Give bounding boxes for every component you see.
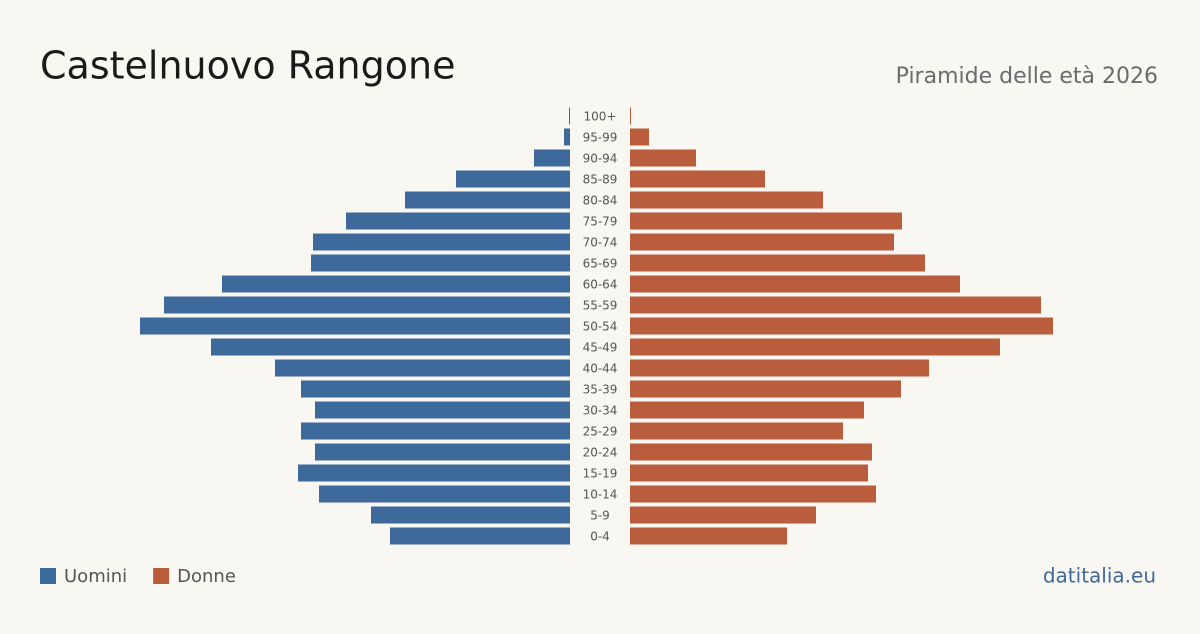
age-label: 65-69: [583, 257, 618, 271]
legend-swatch: [153, 568, 170, 584]
bar: [630, 275, 960, 293]
bar: [630, 485, 876, 503]
age-label: 20-24: [583, 446, 618, 460]
bar: [630, 191, 823, 209]
bar: [301, 422, 570, 440]
bar: [630, 212, 902, 230]
age-label: 55-59: [583, 299, 618, 313]
bar: [164, 296, 570, 314]
bar: [456, 170, 570, 188]
age-label: 15-19: [583, 467, 618, 481]
age-label: 45-49: [583, 341, 618, 355]
bar: [313, 233, 570, 251]
legend-label: Donne: [177, 566, 236, 587]
bar: [630, 170, 765, 188]
age-label: 80-84: [583, 194, 618, 208]
bar: [630, 380, 901, 398]
age-label: 25-29: [583, 425, 618, 439]
age-label: 10-14: [583, 488, 618, 502]
bar: [630, 401, 864, 419]
bar: [630, 359, 929, 377]
bar: [371, 506, 570, 524]
bar: [222, 275, 570, 293]
bar: [564, 128, 570, 146]
bar: [630, 464, 868, 482]
bar: [630, 296, 1041, 314]
age-label: 70-74: [583, 236, 618, 250]
bar: [630, 527, 787, 545]
bar: [630, 128, 649, 146]
bar: [630, 506, 816, 524]
age-label: 40-44: [583, 362, 618, 376]
age-label: 5-9: [590, 509, 610, 523]
bar: [346, 212, 570, 230]
bar: [630, 338, 1000, 356]
bar: [534, 149, 570, 167]
bar: [569, 107, 570, 125]
bar: [315, 401, 570, 419]
bar: [311, 254, 570, 272]
bar: [630, 317, 1053, 335]
age-label: 95-99: [583, 131, 618, 145]
bar: [275, 359, 570, 377]
age-label: 85-89: [583, 173, 618, 187]
age-label: 100+: [584, 110, 617, 124]
legend-swatch: [40, 568, 56, 584]
bar: [630, 254, 925, 272]
chart-subtitle: Piramide delle età 2026: [896, 64, 1158, 89]
bar: [630, 422, 843, 440]
bar: [301, 380, 570, 398]
age-label: 35-39: [583, 383, 618, 397]
bar: [390, 527, 570, 545]
bar: [630, 107, 631, 125]
age-label: 75-79: [583, 215, 618, 229]
bar: [211, 338, 570, 356]
age-label: 90-94: [583, 152, 618, 166]
bar: [319, 485, 570, 503]
chart-title: Castelnuovo Rangone: [40, 44, 455, 88]
bar: [405, 191, 570, 209]
bar: [630, 443, 872, 461]
legend-label: Uomini: [64, 566, 127, 587]
bar: [298, 464, 570, 482]
source: datitalia.eu: [1043, 564, 1156, 588]
age-label: 0-4: [590, 530, 610, 544]
bar: [315, 443, 570, 461]
bar: [630, 149, 696, 167]
bar: [140, 317, 570, 335]
age-label: 30-34: [583, 404, 618, 418]
age-label: 60-64: [583, 278, 618, 292]
age-label: 50-54: [583, 320, 618, 334]
bar: [630, 233, 894, 251]
